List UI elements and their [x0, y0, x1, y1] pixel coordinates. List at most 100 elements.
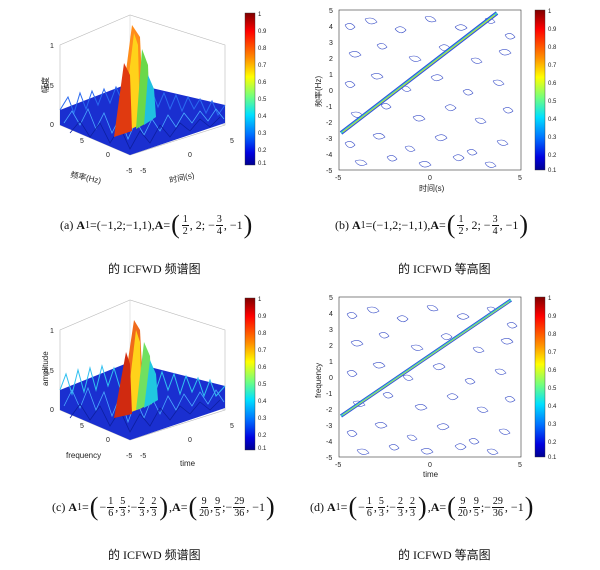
- time-tick: 5: [230, 138, 234, 145]
- x-axis-label: 时间(s): [419, 183, 445, 193]
- cb-tick: 0.5: [548, 386, 557, 392]
- cb-tick: 1: [548, 296, 552, 302]
- y-tick: 5: [329, 295, 333, 302]
- colorbar-ticks: 1 0.9 0.8 0.7 0.6 0.5 0.4 0.3 0.2 0.1: [548, 296, 557, 461]
- symbol-sub: 1: [335, 501, 341, 513]
- surface-ridge: [114, 25, 156, 137]
- z-tick: 1: [50, 43, 54, 50]
- cb-tick: 0.2: [548, 440, 557, 446]
- contour-ridge: [340, 298, 512, 418]
- cb-tick: 0.4: [548, 404, 557, 410]
- cb-tick: 0.5: [258, 382, 267, 388]
- y-tick: 2: [329, 343, 333, 350]
- formula-label: (a): [60, 217, 74, 232]
- cb-tick: 0.2: [258, 433, 267, 439]
- y-axis-label: 频率(Hz): [315, 76, 323, 107]
- a-tail: , −1: [504, 499, 524, 514]
- y-tick: -3: [326, 136, 332, 143]
- colorbar: [534, 296, 546, 458]
- contour-noise: [346, 305, 518, 455]
- y-tick: -5: [326, 455, 332, 462]
- fraction: 9 20: [199, 495, 210, 519]
- equals: =: [163, 217, 171, 232]
- z-tick: 0: [50, 122, 54, 129]
- cb-tick: 0.4: [258, 114, 267, 120]
- y-tick: 4: [329, 24, 333, 31]
- y-tick: -2: [326, 407, 332, 414]
- surface-ridge: [114, 320, 158, 418]
- cb-tick: 0.1: [548, 455, 557, 461]
- x-axis-label-frequency: 频率(Hz): [70, 169, 103, 185]
- x-axis-label: time: [423, 470, 439, 479]
- equals: =: [365, 217, 373, 232]
- equals: =: [180, 499, 188, 514]
- colorbar-ticks: 1 0.9 0.8 0.7 0.6 0.5 0.4 0.3 0.2 0.1: [548, 9, 557, 174]
- comma: ,: [427, 217, 431, 232]
- cb-tick: 1: [548, 9, 552, 15]
- comma: ,: [169, 499, 173, 514]
- cb-tick: 0.8: [548, 45, 557, 51]
- formula-label: (d): [310, 499, 324, 514]
- panel-c-3d-plot: 1 0.5 0 amplitude 5 0 -5 -5 0 5 frequenc…: [41, 297, 267, 468]
- x-axis-label-frequency: frequency: [66, 451, 101, 460]
- y-tick: -1: [326, 104, 332, 111]
- z-tick: 1: [50, 328, 54, 335]
- symbol-A: A: [154, 217, 164, 232]
- caption-d: 的 ICFWD 等高图: [398, 548, 491, 562]
- x-tick: -5: [335, 175, 341, 182]
- symbol-A1: A: [352, 217, 361, 232]
- a-mid: , 2; −: [465, 217, 491, 232]
- a-mid: , 2; −: [189, 217, 215, 232]
- y-axis-label: frequency: [315, 363, 323, 398]
- equals: =: [340, 499, 348, 514]
- cb-tick: 0.3: [258, 416, 267, 422]
- cb-tick: 0.6: [548, 81, 557, 87]
- x-tick: 0: [428, 175, 432, 182]
- symbol-sub: 1: [85, 219, 90, 231]
- y-tick: -5: [326, 168, 332, 175]
- cb-tick: 0.1: [258, 446, 267, 452]
- freq-tick: 5: [80, 138, 84, 145]
- x-tick: 0: [428, 462, 432, 469]
- equals: =: [439, 217, 446, 232]
- formula-label: (b): [335, 217, 349, 232]
- comma: ,: [427, 499, 431, 514]
- cb-tick: 0.5: [258, 97, 267, 103]
- cb-tick: 0.1: [548, 168, 557, 174]
- cb-tick: 0.9: [548, 27, 557, 33]
- contour-noise: [344, 16, 516, 168]
- x-tick: 5: [518, 462, 522, 469]
- cb-tick: 0.8: [258, 46, 267, 52]
- y-axis-label: 幅度: [40, 77, 50, 93]
- cb-tick: 0.6: [258, 365, 267, 371]
- cb-tick: 0.8: [258, 331, 267, 337]
- y-tick: 3: [329, 327, 333, 334]
- symbol-sub: 1: [360, 219, 366, 231]
- symbol-A: A: [430, 217, 439, 232]
- symbol-A1: A: [327, 499, 336, 514]
- z-tick: 0.5: [44, 83, 54, 90]
- cb-tick: 0.5: [548, 99, 557, 105]
- freq-tick: 5: [80, 423, 84, 430]
- y-tick: 2: [329, 56, 333, 63]
- cb-tick: 0.4: [258, 399, 267, 405]
- cb-tick: 0.9: [258, 29, 267, 35]
- colorbar: [244, 12, 256, 166]
- cb-tick: 0.7: [548, 350, 557, 356]
- cb-tick: 0.2: [258, 148, 267, 154]
- y-tick: -4: [326, 439, 332, 446]
- cb-tick: 1: [258, 297, 262, 303]
- a-tail: , −1: [246, 499, 266, 514]
- cb-tick: 0.2: [548, 153, 557, 159]
